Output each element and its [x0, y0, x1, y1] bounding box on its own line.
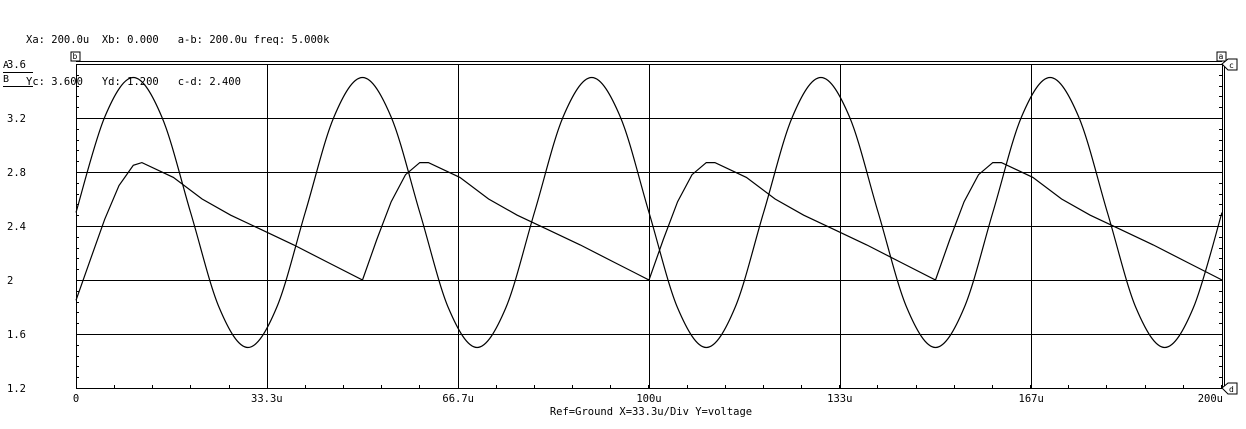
- trace-a: [75, 76, 1223, 349]
- cursor-marker-c-label: c: [1229, 61, 1234, 70]
- legend-trace-b: B: [3, 74, 9, 85]
- cursor-marker-d-label: d: [1229, 385, 1234, 394]
- cursor-marker-b-label: b: [73, 52, 78, 61]
- y-tick-label-4: 2.8: [7, 167, 26, 179]
- x-tick-label-2: 66.7u: [442, 393, 474, 405]
- cursor-readout-line-1: Xa: 200.0u Xb: 0.000 a-b: 200.0u freq: 5…: [26, 34, 330, 46]
- x-tick-label-5: 167u: [1019, 393, 1044, 405]
- minor-ticks: [76, 64, 1222, 389]
- y-tick-label-5: 3.2: [7, 113, 26, 125]
- y-tick-label-2: 2: [7, 275, 13, 287]
- cursor-marker-a[interactable]: a: [1216, 51, 1227, 62]
- cursor-marker-a-label: a: [1219, 52, 1224, 61]
- cursor-marker-c[interactable]: c: [1221, 58, 1238, 71]
- y-tick-label-0: 1.2: [7, 383, 26, 395]
- trace-group: [75, 76, 1223, 349]
- axis-footer-label: Ref=Ground X=33.3u/Div Y=voltage: [550, 406, 752, 418]
- legend-label-a: A: [3, 60, 10, 71]
- legend-label-b: B: [3, 74, 10, 85]
- cursor-marker-d[interactable]: d: [1221, 382, 1238, 395]
- x-tick-label-1: 33.3u: [251, 393, 283, 405]
- x-tick-label-3: 100u: [636, 393, 661, 405]
- trace-b: [75, 161, 1223, 301]
- x-tick-label-4: 133u: [827, 393, 852, 405]
- chart-grid: [76, 61, 1225, 389]
- y-tick-label-3: 2.4: [7, 221, 26, 233]
- cursor-readout-line-2: Yc: 3.600 Yd: 1.200 c-d: 2.400: [26, 76, 241, 88]
- y-tick-label-1: 1.6: [7, 329, 26, 341]
- y-tick-label-6: 3.6: [7, 59, 26, 71]
- legend-trace-a: A: [3, 60, 9, 71]
- cursor-readout: Xa: 200.0u Xb: 0.000 a-b: 200.0u freq: 5…: [26, 5, 329, 103]
- cursor-marker-b[interactable]: b: [70, 51, 81, 62]
- x-tick-label-6: 200u: [1198, 393, 1223, 405]
- y-axis-tick-labels: 1.2 1.6 2 2.4 2.8 3.2 3.6: [7, 59, 26, 395]
- x-axis-tick-labels: 0 33.3u 66.7u 100u 133u 167u 200u: [73, 393, 1223, 405]
- x-tick-label-0: 0: [73, 393, 79, 405]
